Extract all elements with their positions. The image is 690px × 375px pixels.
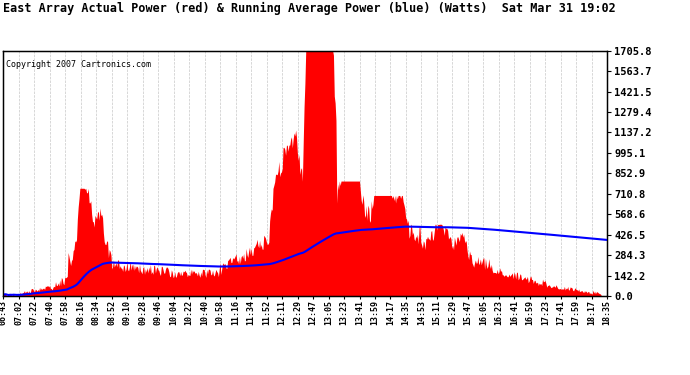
Text: East Array Actual Power (red) & Running Average Power (blue) (Watts)  Sat Mar 31: East Array Actual Power (red) & Running … xyxy=(3,2,616,15)
Text: Copyright 2007 Cartronics.com: Copyright 2007 Cartronics.com xyxy=(6,60,152,69)
